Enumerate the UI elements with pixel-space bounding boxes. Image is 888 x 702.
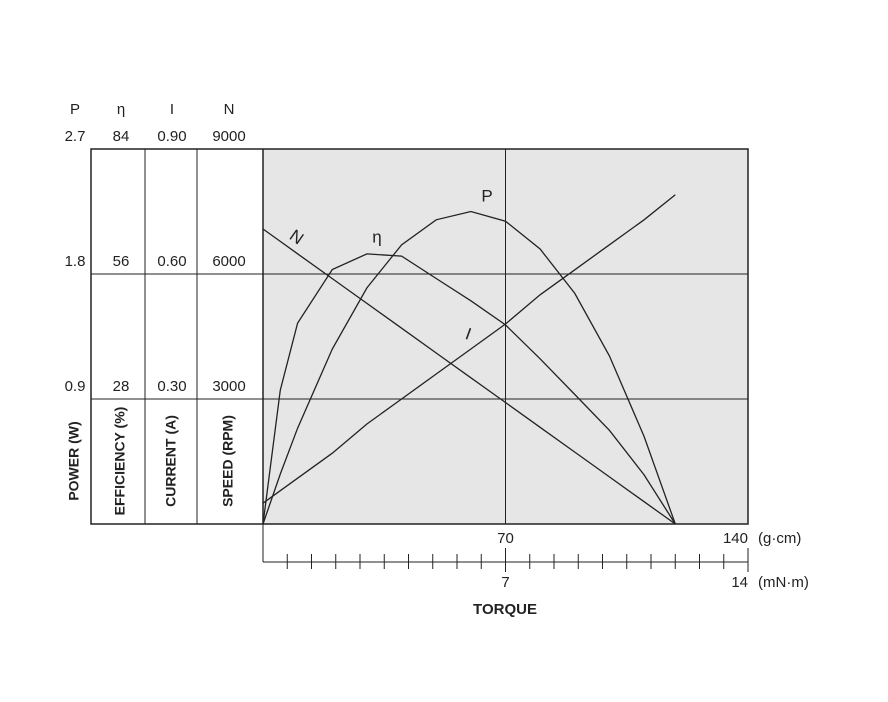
- curve: [262, 210, 676, 525]
- y-tick-label: 28: [113, 378, 130, 395]
- x-unit: (g·cm): [758, 530, 801, 547]
- y-tick-label: 3000: [212, 378, 245, 395]
- x-tick-label: 140: [723, 530, 748, 547]
- frame: [90, 148, 749, 525]
- y-axis-title: SPEED (RPM): [220, 415, 236, 507]
- y-tick-label: 6000: [212, 253, 245, 270]
- y-axis-title: EFFICIENCY (%): [112, 407, 128, 516]
- x-tick-label: 70: [497, 530, 514, 547]
- y-tick-label: 0.9: [65, 378, 86, 395]
- axis-symbol: P: [70, 101, 80, 118]
- y-tick-label: 2.7: [65, 128, 86, 145]
- y-tick-label: 0.30: [157, 378, 186, 395]
- curve: [262, 253, 676, 525]
- curve-label: P: [481, 186, 492, 205]
- y-tick-label: 1.8: [65, 253, 86, 270]
- x2-tick-label: 14: [731, 574, 748, 591]
- x2-unit: (mN·m): [758, 574, 809, 591]
- axis-symbol: I: [170, 101, 174, 118]
- curve: [262, 228, 676, 525]
- y-axis-title: POWER (W): [66, 421, 82, 500]
- y-tick-label: 84: [113, 128, 130, 145]
- x-axis-title: TORQUE: [473, 601, 537, 618]
- x2-tick-label: 7: [501, 574, 509, 591]
- y-tick-label: 0.60: [157, 253, 186, 270]
- y-tick-label: 9000: [212, 128, 245, 145]
- y-axis-title: CURRENT (A): [163, 415, 179, 507]
- y-tick-label: 0.90: [157, 128, 186, 145]
- y-tick-label: 56: [113, 253, 130, 270]
- curve-label: I: [463, 324, 474, 343]
- axis-symbol: N: [224, 101, 235, 118]
- axis-symbol: η: [117, 101, 125, 118]
- curve-label: η: [372, 227, 381, 246]
- curve: [262, 194, 676, 504]
